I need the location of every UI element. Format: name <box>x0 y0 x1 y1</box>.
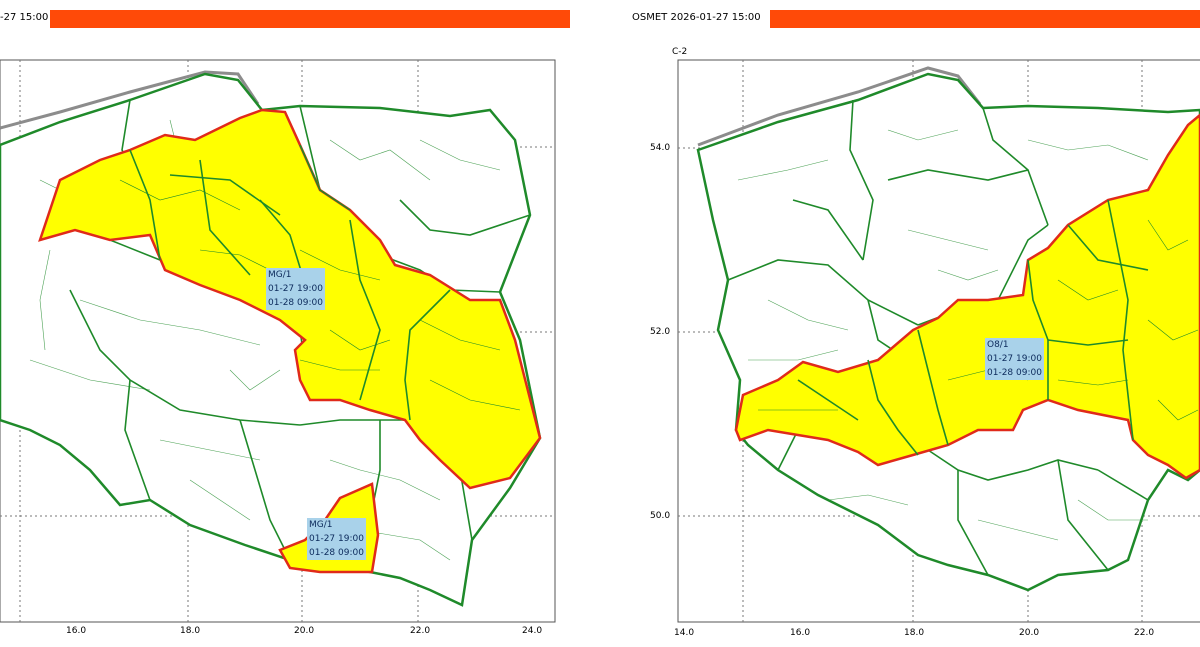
left-x-tick: 24.0 <box>522 626 543 636</box>
warning-code: MG/1 <box>309 520 333 530</box>
left-x-tick: 22.0 <box>410 626 431 636</box>
right-x-tick: 18.0 <box>904 628 925 638</box>
warning-code: O8/1 <box>987 340 1009 350</box>
left-header-bar <box>50 10 570 28</box>
left-warning-label-1[interactable]: MG/1 01-27 19:00 01-28 09:00 <box>266 268 325 310</box>
warning-start: 01-27 19:00 <box>987 354 1042 364</box>
right-y-tick: 54.0 <box>650 143 671 153</box>
warning-start: 01-27 19:00 <box>268 284 323 294</box>
left-warning-label-2[interactable]: MG/1 01-27 19:00 01-28 09:00 <box>307 518 366 560</box>
right-x-tick: 16.0 <box>790 628 811 638</box>
left-map-header: -27 15:00 <box>0 12 49 23</box>
left-x-tick: 16.0 <box>66 626 87 636</box>
warning-code: MG/1 <box>268 270 292 280</box>
right-x-tick: 22.0 <box>1134 628 1155 638</box>
right-map-panel: OSMET 2026-01-27 15:00 C-2 <box>628 0 1200 647</box>
right-x-tick: 14.0 <box>674 628 695 638</box>
panel-divider <box>580 0 628 647</box>
left-map-panel: -27 15:00 <box>0 0 580 647</box>
right-warning-area <box>734 113 1200 480</box>
right-y-tick: 50.0 <box>650 511 671 521</box>
right-map-header: OSMET 2026-01-27 15:00 <box>632 12 761 23</box>
left-x-tick: 18.0 <box>180 626 201 636</box>
right-x-tick: 20.0 <box>1019 628 1040 638</box>
warning-end: 01-28 09:00 <box>268 298 323 308</box>
right-panel-code: C-2 <box>672 47 688 57</box>
right-warning-label-1[interactable]: O8/1 01-27 19:00 01-28 09:00 <box>985 338 1044 380</box>
warning-end: 01-28 09:00 <box>309 548 364 558</box>
right-header-bar <box>770 10 1200 28</box>
right-y-tick: 52.0 <box>650 327 671 337</box>
right-warning-map[interactable] <box>628 0 1200 647</box>
left-warning-map[interactable] <box>0 0 580 647</box>
warning-start: 01-27 19:00 <box>309 534 364 544</box>
left-x-tick: 20.0 <box>294 626 315 636</box>
warning-end: 01-28 09:00 <box>987 368 1042 378</box>
